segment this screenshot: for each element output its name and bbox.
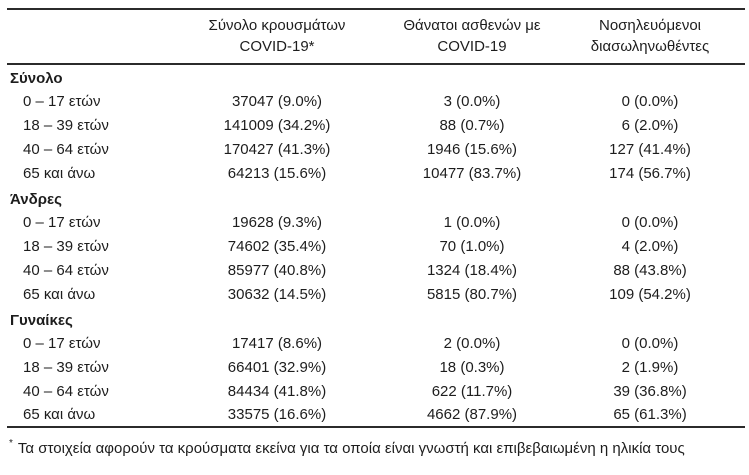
intubated-cell: 109 (54.2%) — [609, 285, 691, 303]
deaths-cell: 10477 (83.7%) — [422, 164, 522, 182]
section-label: Σύνολο — [10, 70, 63, 87]
covid-age-table: Σύνολο κρουσμάτων COVID-19* Θάνατοι ασθε… — [7, 8, 745, 428]
table-row: 40 – 64 ετών 85977 (40.8%) 1324 (18.4%) … — [7, 258, 745, 282]
cases-cell: 19628 (9.3%) — [231, 213, 323, 231]
intubated-cell: 174 (56.7%) — [609, 164, 691, 182]
deaths-cell: 1324 (18.4%) — [426, 261, 518, 279]
row-label: 0 – 17 ετών — [23, 213, 101, 231]
intubated-cell: 0 (0.0%) — [621, 334, 679, 352]
table-row: 65 και άνω 64213 (15.6%) 10477 (83.7%) 1… — [7, 161, 745, 185]
deaths-cell: 4662 (87.9%) — [426, 406, 518, 423]
row-label: 18 – 39 ετών — [23, 116, 109, 134]
cases-cell: 66401 (32.9%) — [227, 358, 327, 376]
col-header-intubated: Νοσηλευόμενοι διασωληνωθέντες — [555, 9, 745, 64]
deaths-cell: 88 (0.7%) — [439, 116, 505, 134]
table-row: 65 και άνω 33575 (16.6%) 4662 (87.9%) 65… — [7, 403, 745, 427]
intubated-cell: 65 (61.3%) — [613, 406, 687, 423]
cases-cell: 37047 (9.0%) — [231, 92, 323, 110]
deaths-cell: 5815 (80.7%) — [426, 285, 518, 303]
row-label: 40 – 64 ετών — [23, 140, 109, 158]
table-row: 0 – 17 ετών 19628 (9.3%) 1 (0.0%) 0 (0.0… — [7, 210, 745, 234]
table-row: 18 – 39 ετών 66401 (32.9%) 18 (0.3%) 2 (… — [7, 355, 745, 379]
table-row: 0 – 17 ετών 17417 (8.6%) 2 (0.0%) 0 (0.0… — [7, 331, 745, 355]
intubated-cell: 4 (2.0%) — [621, 237, 679, 255]
cases-cell: 141009 (34.2%) — [223, 116, 331, 134]
cases-cell: 170427 (41.3%) — [223, 140, 331, 158]
cases-cell: 17417 (8.6%) — [231, 334, 323, 352]
col-header-intubated-line1: Νοσηλευόμενοι — [598, 17, 701, 34]
col-header-cases-line1: Σύνολο κρουσμάτων — [208, 17, 346, 34]
footnote: * Τα στοιχεία αφορούν τα κρούσματα εκείνα… — [7, 428, 745, 458]
deaths-cell: 622 (11.7%) — [431, 382, 513, 400]
col-header-deaths: Θάνατοι ασθενών με COVID-19 — [389, 9, 555, 64]
col-header-cases: Σύνολο κρουσμάτων COVID-19* — [165, 9, 389, 64]
deaths-cell: 2 (0.0%) — [443, 334, 501, 352]
header-empty-cell — [7, 9, 165, 64]
row-label: 18 – 39 ετών — [23, 237, 109, 255]
deaths-cell: 1946 (15.6%) — [426, 140, 518, 158]
intubated-cell: 39 (36.8%) — [613, 382, 687, 400]
header-row: Σύνολο κρουσμάτων COVID-19* Θάνατοι ασθε… — [7, 9, 745, 64]
deaths-cell: 18 (0.3%) — [439, 358, 505, 376]
cases-cell: 30632 (14.5%) — [227, 285, 327, 303]
col-header-intubated-line2: διασωληνωθέντες — [590, 38, 710, 55]
section-header-row-total: Σύνολο — [7, 64, 745, 89]
col-header-deaths-line2: COVID-19 — [437, 38, 507, 55]
table-row: 0 – 17 ετών 37047 (9.0%) 3 (0.0%) 0 (0.0… — [7, 89, 745, 113]
table-row: 40 – 64 ετών 84434 (41.8%) 622 (11.7%) 3… — [7, 379, 745, 403]
section-header-row-women: Γυναίκες — [7, 306, 745, 331]
cases-cell: 74602 (35.4%) — [227, 237, 327, 255]
intubated-cell: 2 (1.9%) — [621, 358, 679, 376]
cases-cell: 85977 (40.8%) — [227, 261, 327, 279]
deaths-cell: 3 (0.0%) — [443, 92, 501, 110]
cases-cell: 84434 (41.8%) — [227, 382, 327, 400]
deaths-cell: 1 (0.0%) — [443, 213, 501, 231]
col-header-cases-line2: COVID-19* — [239, 38, 315, 55]
footnote-text: Τα στοιχεία αφορούν τα κρούσματα εκείνα … — [17, 440, 685, 457]
row-label: 0 – 17 ετών — [23, 334, 101, 352]
cases-cell: 64213 (15.6%) — [227, 164, 327, 182]
section-label: Γυναίκες — [10, 311, 73, 329]
row-label: 18 – 39 ετών — [23, 358, 109, 376]
intubated-cell: 127 (41.4%) — [609, 140, 691, 158]
row-label: 65 και άνω — [23, 285, 96, 303]
intubated-cell: 0 (0.0%) — [621, 213, 679, 231]
table-row: 18 – 39 ετών 74602 (35.4%) 70 (1.0%) 4 (… — [7, 234, 745, 258]
intubated-cell: 88 (43.8%) — [613, 261, 687, 279]
section-header-row-men: Άνδρες — [7, 185, 745, 210]
deaths-cell: 70 (1.0%) — [439, 237, 505, 255]
footnote-marker: * — [9, 438, 13, 449]
intubated-cell: 6 (2.0%) — [621, 116, 679, 134]
table-row: 65 και άνω 30632 (14.5%) 5815 (80.7%) 10… — [7, 282, 745, 306]
col-header-deaths-line1: Θάνατοι ασθενών με — [403, 17, 541, 34]
row-label: 40 – 64 ετών — [23, 382, 109, 400]
row-label: 0 – 17 ετών — [23, 92, 101, 110]
intubated-cell: 0 (0.0%) — [621, 92, 679, 110]
table-row: 18 – 39 ετών 141009 (34.2%) 88 (0.7%) 6 … — [7, 113, 745, 137]
cases-cell: 33575 (16.6%) — [227, 406, 327, 423]
row-label: 40 – 64 ετών — [23, 261, 109, 279]
table-row: 40 – 64 ετών 170427 (41.3%) 1946 (15.6%)… — [7, 137, 745, 161]
section-label: Άνδρες — [10, 190, 62, 208]
row-label: 65 και άνω — [23, 406, 96, 423]
row-label: 65 και άνω — [23, 164, 96, 182]
